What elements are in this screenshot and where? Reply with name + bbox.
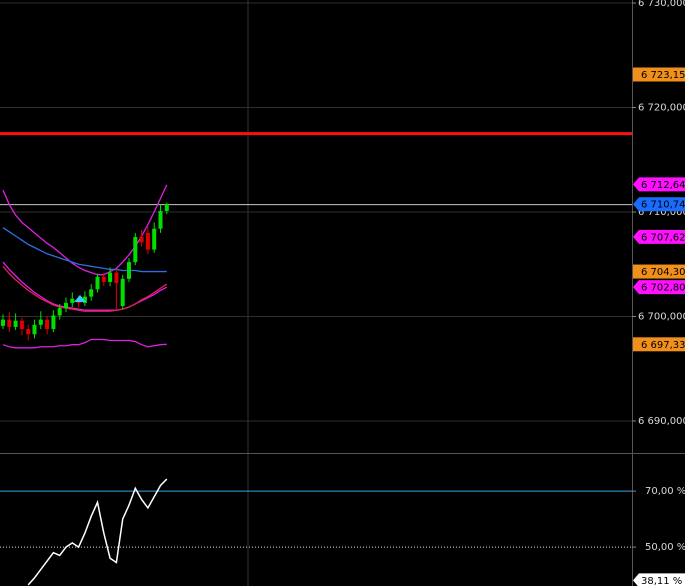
price-tag <box>633 264 685 279</box>
y-tick-label: 50,00 % <box>645 542 685 553</box>
candle-body <box>127 262 131 279</box>
candle-body <box>19 320 24 330</box>
price-tag-label: 38,11 % <box>641 576 682 586</box>
oscillator-line <box>27 478 168 586</box>
candle-body <box>64 302 68 309</box>
price-tag-label: 6 723,157 <box>641 70 685 81</box>
y-tick-label: 6 710,000 <box>638 207 685 218</box>
y-tick-label: 6 730,000 <box>638 0 685 9</box>
candle-body <box>1 319 5 326</box>
indicator-line <box>2 184 168 276</box>
candle-body <box>120 278 125 307</box>
price-tag-label: 6 702,805 <box>641 283 685 294</box>
price-tag-label: 6 712,642 <box>641 180 685 191</box>
price-tag <box>633 229 685 244</box>
price-tag-label: 6 707,623 <box>641 232 685 243</box>
candle-body <box>26 329 31 335</box>
price-tag <box>633 573 685 586</box>
candle-body <box>164 204 169 211</box>
price-tag <box>633 177 685 192</box>
candle-body <box>114 272 119 284</box>
price-tag <box>633 280 685 295</box>
candle-body <box>89 289 94 297</box>
candle-body <box>38 319 43 325</box>
indicator-line <box>2 227 167 273</box>
candle-body <box>7 319 12 327</box>
indicator-line <box>2 338 167 349</box>
candle-body <box>57 308 62 316</box>
candle-body <box>32 324 37 335</box>
candle-body <box>145 232 150 250</box>
y-tick-label: 6 700,000 <box>638 311 685 322</box>
candle-body <box>70 298 75 303</box>
candle-body <box>133 237 138 263</box>
candle-body <box>158 210 163 229</box>
price-tag-label: 6 697,337 <box>641 340 685 351</box>
price-tag <box>633 197 685 212</box>
indicator-line <box>2 265 168 312</box>
price-tag-label: 6 710,744 <box>641 200 685 211</box>
candle-body <box>152 228 157 250</box>
candle-body <box>139 237 144 243</box>
y-tick-label: 6 720,000 <box>638 102 685 113</box>
candle-body <box>95 276 100 290</box>
signal-marker <box>74 295 86 302</box>
price-tag-label: 6 704,300 <box>641 267 685 278</box>
y-tick-label: 70,00 % <box>645 486 685 497</box>
candle-body <box>101 276 106 282</box>
y-tick-label: 6 690,000 <box>638 416 685 427</box>
candle-body <box>51 315 56 330</box>
price-tag <box>633 67 685 82</box>
candle-body <box>82 296 87 303</box>
candle-body <box>13 320 18 327</box>
candle-body <box>108 272 113 282</box>
price-tag <box>633 337 685 352</box>
candle-body <box>45 319 50 330</box>
